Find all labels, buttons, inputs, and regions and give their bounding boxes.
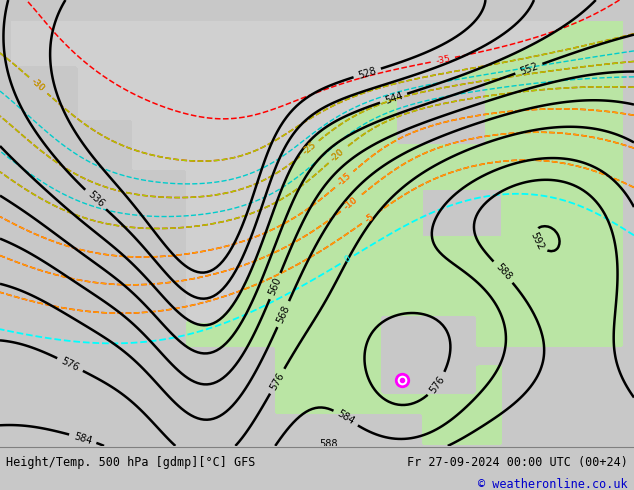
Text: 584: 584 [335, 409, 356, 427]
Text: -35: -35 [435, 54, 451, 66]
Text: 588: 588 [493, 262, 513, 282]
Text: 544: 544 [383, 91, 404, 106]
Text: -20: -20 [329, 147, 346, 163]
Text: -30: -30 [30, 77, 47, 94]
Text: -10: -10 [342, 196, 359, 212]
Text: 528: 528 [357, 65, 378, 80]
Text: 584: 584 [72, 431, 93, 446]
Text: -30: -30 [30, 77, 47, 94]
Text: 592: 592 [528, 231, 545, 252]
Text: 560: 560 [267, 275, 283, 296]
Text: Height/Temp. 500 hPa [gdmp][°C] GFS: Height/Temp. 500 hPa [gdmp][°C] GFS [6, 456, 256, 469]
Text: 0: 0 [342, 254, 352, 265]
Text: -15: -15 [336, 171, 353, 188]
Text: Fr 27-09-2024 00:00 UTC (00+24): Fr 27-09-2024 00:00 UTC (00+24) [407, 456, 628, 469]
Text: 552: 552 [519, 61, 540, 76]
Text: © weatheronline.co.uk: © weatheronline.co.uk [478, 478, 628, 490]
Text: 568: 568 [275, 304, 292, 324]
Text: -25: -25 [301, 141, 318, 157]
Text: -10: -10 [342, 196, 359, 212]
Text: 576: 576 [268, 370, 286, 392]
Text: -5: -5 [363, 212, 376, 224]
Text: 576: 576 [60, 356, 81, 373]
Text: -25: -25 [301, 141, 318, 157]
Text: 576: 576 [428, 374, 447, 394]
Text: -20: -20 [329, 147, 346, 163]
Text: -5: -5 [363, 212, 376, 224]
Text: 536: 536 [86, 190, 106, 210]
Text: 588: 588 [319, 439, 337, 449]
Text: -15: -15 [336, 171, 353, 188]
